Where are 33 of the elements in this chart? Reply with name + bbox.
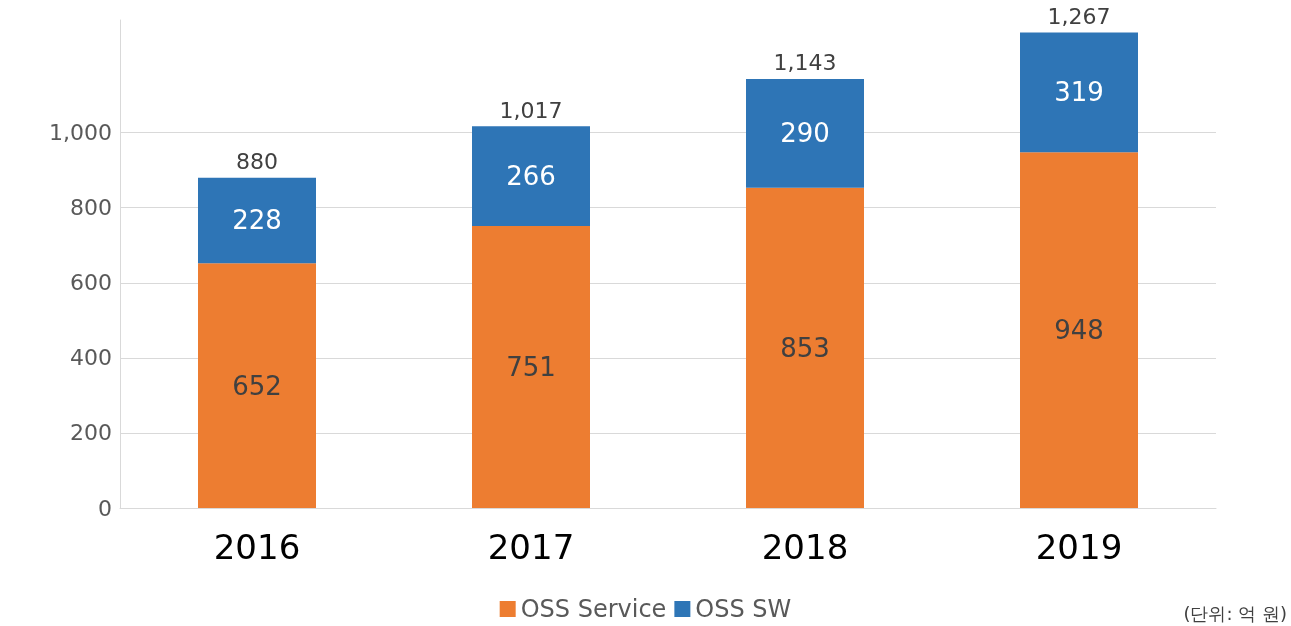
data-label: 319 [1054,77,1104,108]
x-tick-label: 2016 [213,527,301,567]
bar [1020,152,1138,508]
total-label: 1,267 [1047,3,1111,29]
x-tick-label: 2019 [1035,527,1123,567]
y-tick-label: 400 [70,345,112,371]
data-label: 228 [232,205,282,236]
legend-label: OSS Service [520,595,667,623]
bar [198,263,316,508]
x-tick-label: 2017 [487,527,575,567]
data-label: 652 [232,370,282,401]
y-tick-label: 1,000 [49,120,112,146]
total-label: 880 [236,149,278,175]
legend-label: OSS SW [695,595,792,623]
total-label: 1,017 [499,97,563,123]
bar [1020,32,1138,153]
bar [472,126,590,227]
y-tick-label: 800 [70,195,112,221]
bar [198,177,316,264]
bar [746,187,864,508]
data-label: 290 [780,118,830,149]
y-tick-label: 600 [70,270,112,296]
x-tick-label: 2018 [761,527,849,567]
text: (단위: 억 원) [1183,602,1288,624]
data-label: 751 [506,352,556,383]
y-tick-label: 200 [70,420,112,446]
total-label: 1,143 [773,50,837,76]
bar [472,226,590,508]
data-label: 853 [780,332,830,363]
data-label: 266 [506,161,556,192]
data-label: 948 [1054,315,1104,346]
bar [746,78,864,188]
y-tick-label: 0 [98,495,112,521]
